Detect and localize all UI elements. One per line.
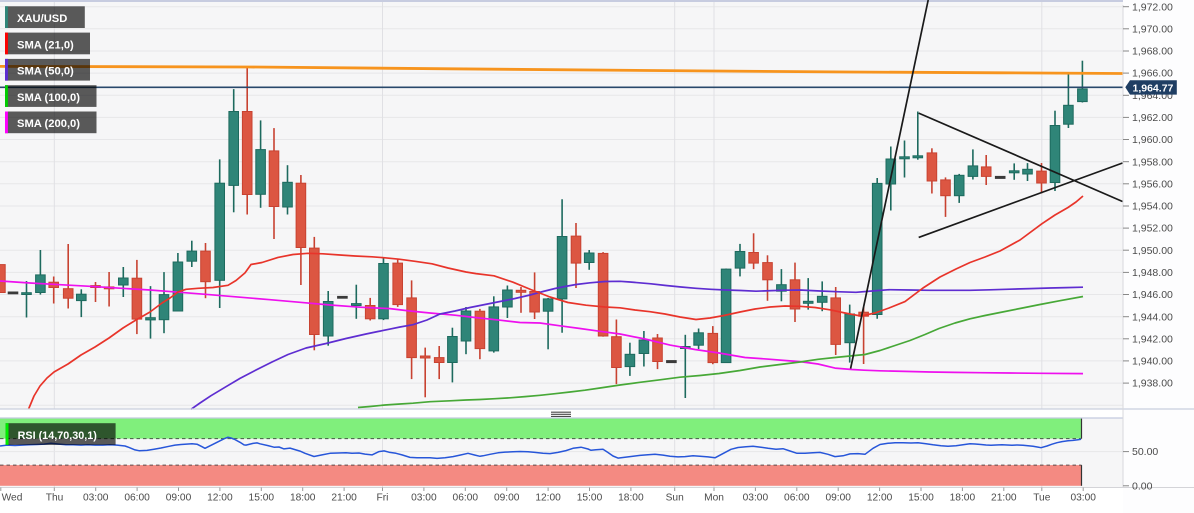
svg-text:1,952.00: 1,952.00: [1132, 223, 1173, 235]
svg-text:50.00: 50.00: [1132, 446, 1158, 458]
svg-text:1,962.00: 1,962.00: [1132, 112, 1173, 124]
svg-text:SMA (21,0): SMA (21,0): [17, 39, 74, 51]
svg-text:1,944.00: 1,944.00: [1132, 311, 1173, 323]
svg-text:Fri: Fri: [377, 493, 389, 504]
svg-text:Tue: Tue: [1033, 493, 1051, 504]
svg-text:09:00: 09:00: [166, 493, 192, 504]
svg-text:Mon: Mon: [704, 493, 724, 504]
svg-text:Thu: Thu: [46, 493, 64, 504]
svg-text:1,938.00: 1,938.00: [1132, 378, 1173, 390]
svg-text:1,966.00: 1,966.00: [1132, 68, 1173, 80]
svg-text:Wed: Wed: [2, 493, 23, 504]
svg-text:0.00: 0.00: [1132, 480, 1153, 492]
svg-text:15:00: 15:00: [908, 493, 934, 504]
svg-text:12:00: 12:00: [535, 493, 561, 504]
svg-text:1,964.77: 1,964.77: [1133, 82, 1174, 94]
svg-text:09:00: 09:00: [825, 493, 851, 504]
svg-text:15:00: 15:00: [577, 493, 603, 504]
svg-text:1,950.00: 1,950.00: [1132, 245, 1173, 257]
svg-text:06:00: 06:00: [124, 493, 150, 504]
svg-text:SMA (50,0): SMA (50,0): [17, 66, 74, 78]
svg-text:1,956.00: 1,956.00: [1132, 178, 1173, 190]
svg-text:09:00: 09:00: [494, 493, 520, 504]
svg-text:1,940.00: 1,940.00: [1132, 356, 1173, 368]
svg-text:21:00: 21:00: [331, 493, 357, 504]
svg-text:15:00: 15:00: [249, 493, 275, 504]
svg-text:06:00: 06:00: [453, 493, 479, 504]
svg-text:SMA (100,0): SMA (100,0): [17, 92, 80, 104]
svg-text:12:00: 12:00: [867, 493, 893, 504]
svg-text:1,960.00: 1,960.00: [1132, 134, 1173, 146]
svg-text:1,958.00: 1,958.00: [1132, 156, 1173, 168]
svg-text:1,948.00: 1,948.00: [1132, 267, 1173, 279]
svg-text:03:00: 03:00: [83, 493, 109, 504]
svg-text:03:00: 03:00: [411, 493, 437, 504]
svg-text:21:00: 21:00: [991, 493, 1017, 504]
svg-text:03:00: 03:00: [1070, 493, 1096, 504]
svg-text:18:00: 18:00: [950, 493, 976, 504]
svg-text:1,946.00: 1,946.00: [1132, 289, 1173, 301]
svg-text:18:00: 18:00: [290, 493, 316, 504]
svg-text:1,968.00: 1,968.00: [1132, 46, 1173, 58]
svg-text:03:00: 03:00: [743, 493, 769, 504]
svg-text:1,970.00: 1,970.00: [1132, 23, 1173, 35]
svg-text:18:00: 18:00: [618, 493, 644, 504]
svg-text:1,972.00: 1,972.00: [1132, 1, 1173, 13]
svg-text:SMA (200,0): SMA (200,0): [17, 118, 80, 130]
svg-text:RSI (14,70,30,1): RSI (14,70,30,1): [18, 430, 98, 442]
svg-text:Sun: Sun: [666, 493, 684, 504]
svg-text:1,942.00: 1,942.00: [1132, 333, 1173, 345]
svg-text:XAU/USD: XAU/USD: [17, 13, 67, 25]
svg-text:1,954.00: 1,954.00: [1132, 201, 1173, 213]
svg-text:12:00: 12:00: [207, 493, 233, 504]
svg-text:06:00: 06:00: [784, 493, 810, 504]
